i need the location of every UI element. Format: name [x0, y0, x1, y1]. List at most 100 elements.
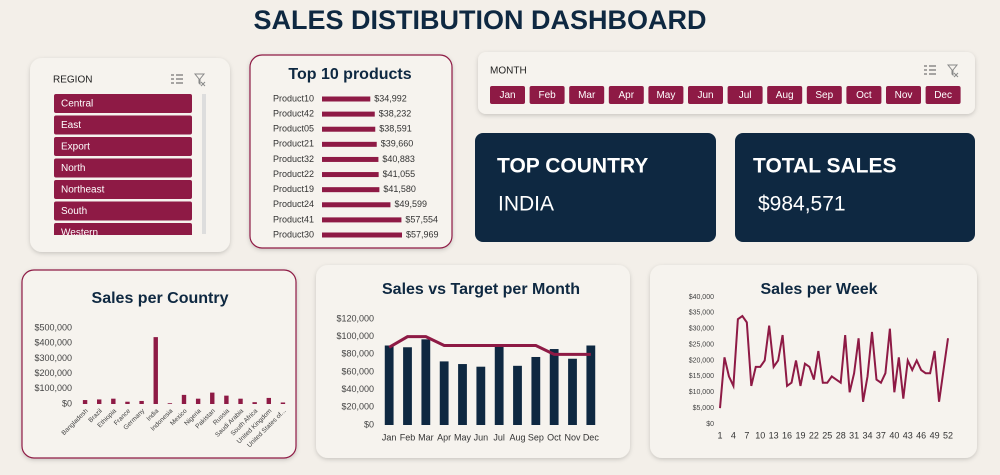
- x-tick-label: 1: [717, 430, 722, 440]
- bar: [139, 400, 144, 404]
- slicer-item[interactable]: [846, 86, 882, 104]
- x-tick-label: 25: [822, 430, 832, 440]
- multi-select-icon[interactable]: [924, 65, 936, 75]
- slicer-item-label: North: [61, 163, 85, 174]
- data-label: $39,660: [381, 139, 414, 149]
- bar: [266, 397, 271, 404]
- slicer-item[interactable]: [54, 137, 192, 156]
- slicer-item[interactable]: [54, 115, 192, 135]
- slicer-item-label: Aug: [776, 90, 794, 101]
- slicer-item-label: Nov: [895, 90, 913, 101]
- y-tick-label: Product41: [273, 214, 314, 224]
- bar: [252, 402, 257, 404]
- scrollbar[interactable]: [202, 94, 206, 234]
- data-label: $41,055: [383, 169, 416, 179]
- bar: [549, 349, 559, 425]
- slicer-item[interactable]: [886, 86, 921, 104]
- dashboard-title: SALES DISTIBUTION DASHBOARD: [253, 5, 706, 35]
- clear-filter-icon[interactable]: [193, 73, 206, 87]
- bar: [322, 96, 371, 102]
- slicer-item[interactable]: [688, 86, 723, 104]
- data-label: $57,969: [406, 229, 439, 239]
- y-tick-label: $0: [706, 421, 714, 428]
- slicer-item[interactable]: [806, 86, 842, 104]
- bar: [181, 394, 187, 404]
- y-tick-label: $300,000: [34, 353, 72, 363]
- x-tick-label: Jan: [382, 432, 397, 442]
- x-tick-label: 13: [769, 430, 779, 440]
- chart-title: Top 10 products: [288, 66, 411, 83]
- slicer-label: MONTH: [490, 66, 527, 77]
- slicer-item-label: East: [61, 120, 81, 131]
- y-tick-label: $35,000: [689, 310, 714, 317]
- bar: [322, 187, 380, 193]
- x-tick-label: Dec: [583, 432, 600, 442]
- x-tick-label: May: [454, 432, 472, 442]
- bar: [210, 392, 215, 404]
- slicer-item[interactable]: [54, 223, 192, 242]
- y-tick-label: $20,000: [689, 357, 714, 364]
- y-tick-label: $200,000: [34, 368, 72, 378]
- line: [388, 335, 591, 356]
- multi-select-icon[interactable]: [171, 74, 183, 84]
- data-label: $40,883: [382, 154, 415, 164]
- slicer-item-label: Dec: [934, 90, 952, 101]
- y-tick-label: $0: [62, 398, 72, 408]
- bar: [494, 344, 504, 425]
- slicer-item-label: Oct: [856, 90, 872, 101]
- slicer-item[interactable]: [490, 86, 525, 104]
- x-tick-label: 46: [916, 430, 926, 440]
- slicer-item[interactable]: [608, 86, 644, 104]
- bar: [568, 358, 577, 425]
- data-label: $41,580: [383, 184, 416, 194]
- clear-filter-icon[interactable]: [946, 64, 959, 78]
- slicer-item[interactable]: [648, 86, 684, 104]
- x-tick-label: 4: [731, 430, 736, 440]
- bar: [322, 126, 376, 132]
- chart-title: Sales per Country: [92, 290, 229, 307]
- slicer-item[interactable]: [925, 86, 961, 104]
- bar: [476, 366, 486, 425]
- kpi-card: [475, 133, 716, 242]
- y-tick-label: $40,000: [341, 384, 374, 394]
- y-tick-label: Product24: [273, 199, 314, 209]
- x-tick-label: 28: [836, 430, 846, 440]
- kpi-value: $984,571: [758, 193, 846, 216]
- bar: [238, 398, 243, 404]
- slicer-item[interactable]: [727, 86, 763, 104]
- bar: [322, 111, 375, 117]
- kpi-label: TOTAL SALES: [753, 155, 897, 178]
- x-tick-label: Nov: [564, 432, 581, 442]
- bar: [421, 339, 431, 425]
- y-tick-label: $500,000: [34, 322, 72, 332]
- bar: [439, 361, 449, 425]
- slicer-item[interactable]: [54, 201, 192, 221]
- bar: [195, 398, 201, 404]
- slicer-item[interactable]: [54, 158, 192, 178]
- chart-title: Sales vs Target per Month: [382, 281, 580, 298]
- bar: [322, 232, 402, 238]
- slicer-item[interactable]: [54, 180, 192, 199]
- y-tick-label: $20,000: [341, 402, 374, 412]
- y-tick-label: $25,000: [689, 341, 714, 348]
- x-tick-label: 19: [795, 430, 805, 440]
- x-tick-label: Apr: [437, 432, 451, 442]
- y-tick-label: $100,000: [336, 331, 374, 341]
- bar: [153, 337, 158, 404]
- slicer-item[interactable]: [767, 86, 803, 104]
- slicer-item-label: Jan: [499, 90, 515, 101]
- line: [719, 314, 949, 409]
- y-tick-label: $80,000: [341, 349, 374, 359]
- bar: [403, 347, 412, 425]
- slicer-item-label: Export: [61, 142, 90, 153]
- slicer-item[interactable]: [569, 86, 605, 104]
- slicer-item[interactable]: [529, 86, 565, 104]
- kpi-value: INDIA: [498, 193, 554, 216]
- slicer-item[interactable]: [54, 94, 192, 113]
- bar: [322, 217, 402, 223]
- data-label: $57,554: [405, 214, 438, 224]
- x-tick-label: 22: [809, 430, 819, 440]
- x-tick-label: 43: [903, 430, 913, 440]
